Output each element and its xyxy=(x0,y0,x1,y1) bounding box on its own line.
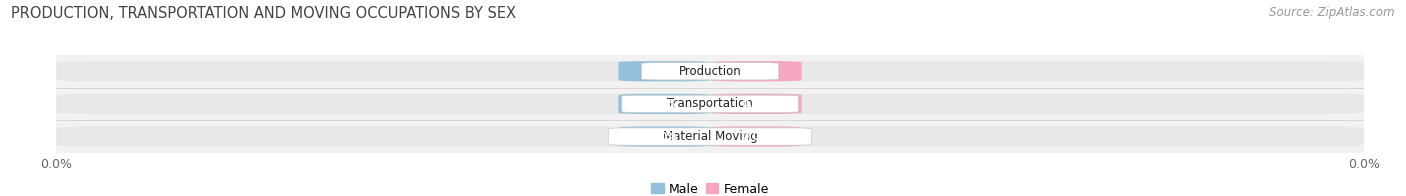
FancyBboxPatch shape xyxy=(619,61,710,81)
FancyBboxPatch shape xyxy=(619,126,710,147)
Text: Transportation: Transportation xyxy=(668,97,752,110)
FancyBboxPatch shape xyxy=(56,61,1364,81)
FancyBboxPatch shape xyxy=(609,128,811,145)
Legend: Male, Female: Male, Female xyxy=(647,178,773,196)
FancyBboxPatch shape xyxy=(710,94,801,114)
Text: 0.0%: 0.0% xyxy=(650,132,679,142)
Text: 0.0%: 0.0% xyxy=(741,132,770,142)
Text: Material Moving: Material Moving xyxy=(662,130,758,143)
FancyBboxPatch shape xyxy=(710,61,801,81)
Text: 0.0%: 0.0% xyxy=(650,66,679,76)
FancyBboxPatch shape xyxy=(710,126,801,147)
Text: PRODUCTION, TRANSPORTATION AND MOVING OCCUPATIONS BY SEX: PRODUCTION, TRANSPORTATION AND MOVING OC… xyxy=(11,6,516,21)
FancyBboxPatch shape xyxy=(621,95,799,113)
Text: 0.0%: 0.0% xyxy=(741,99,770,109)
FancyBboxPatch shape xyxy=(619,94,710,114)
FancyBboxPatch shape xyxy=(56,94,1364,114)
Text: Production: Production xyxy=(679,65,741,78)
FancyBboxPatch shape xyxy=(641,63,779,80)
FancyBboxPatch shape xyxy=(56,126,1364,147)
Text: 0.0%: 0.0% xyxy=(741,66,770,76)
Text: Source: ZipAtlas.com: Source: ZipAtlas.com xyxy=(1270,6,1395,19)
Text: 0.0%: 0.0% xyxy=(650,99,679,109)
